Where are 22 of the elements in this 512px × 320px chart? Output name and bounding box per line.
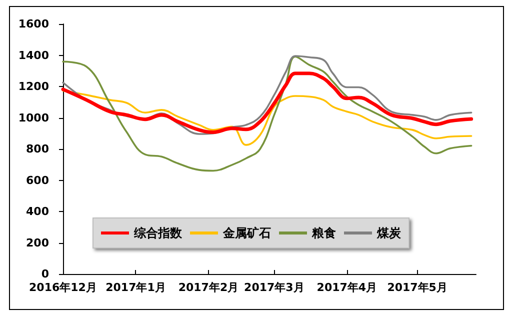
y-tick-label: 600 (26, 174, 50, 187)
y-tick-label: 1200 (18, 80, 50, 93)
legend-label: 粮食 (311, 226, 336, 240)
y-tick-label: 1000 (18, 111, 50, 124)
line-series (62, 90, 472, 146)
y-tick-label: 1400 (18, 48, 50, 62)
y-tick-label: 0 (41, 268, 50, 280)
x-tick-label: 2017年5月 (387, 281, 448, 294)
legend-label: 金属矿石 (222, 226, 271, 240)
x-tick-label: 2017年1月 (106, 281, 166, 294)
x-tick-label: 2017年3月 (244, 281, 304, 294)
y-tick-label: 800 (26, 142, 50, 156)
x-tick-label: 2016年12月 (29, 281, 97, 294)
y-tick-label: 400 (26, 205, 50, 218)
legend-label: 煤炭 (376, 226, 402, 240)
legend-label: 综合指数 (133, 226, 183, 240)
x-tick-label: 2017年4月 (316, 281, 378, 294)
y-tick-label: 200 (26, 236, 50, 250)
line-series (62, 56, 472, 172)
line-series (61, 72, 474, 134)
x-tick-label: 2017年2月 (178, 281, 239, 294)
y-tick-label: 1600 (18, 18, 50, 30)
